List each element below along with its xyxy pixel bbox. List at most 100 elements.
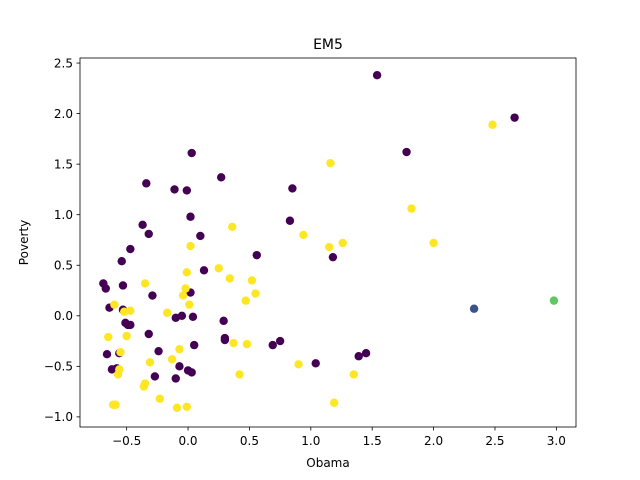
scatter-point bbox=[268, 340, 277, 350]
scatter-point bbox=[181, 284, 190, 293]
scatter-point bbox=[216, 173, 226, 182]
scatter-point bbox=[126, 320, 135, 330]
scatter-point bbox=[144, 229, 153, 239]
scatter-point bbox=[142, 179, 151, 188]
scatter-point bbox=[116, 347, 125, 357]
scatter-point bbox=[294, 360, 303, 369]
y-tick-label: −0.5 bbox=[44, 360, 73, 374]
scatter-point bbox=[118, 281, 128, 290]
scatter-point bbox=[326, 158, 335, 168]
scatter-point bbox=[407, 204, 416, 213]
scatter-point bbox=[175, 344, 184, 354]
scatter-point bbox=[325, 242, 334, 252]
y-tick-label: 0.0 bbox=[54, 309, 73, 323]
plot-frame bbox=[79, 57, 577, 428]
scatter-point bbox=[102, 350, 112, 359]
x-tick-label: 1.0 bbox=[301, 434, 320, 448]
scatter-point bbox=[285, 216, 295, 225]
y-tick-label: 1.0 bbox=[54, 208, 73, 222]
scatter-point bbox=[252, 250, 261, 260]
scatter-point bbox=[372, 70, 382, 80]
scatter-point bbox=[111, 400, 120, 409]
scatter-point bbox=[469, 304, 479, 313]
scatter-point bbox=[171, 374, 180, 383]
scatter-point bbox=[155, 394, 164, 403]
scatter-point bbox=[140, 379, 150, 388]
scatter-point bbox=[488, 120, 497, 129]
scatter-point bbox=[115, 365, 124, 374]
y-axis: −1.0 −0.5 0.0 0.5 1.0 1.5 2.0 2.5 bbox=[44, 56, 80, 424]
scatter-point bbox=[225, 274, 234, 283]
scatter-point bbox=[154, 346, 163, 356]
points-layer bbox=[99, 70, 559, 412]
y-tick-label: 2.0 bbox=[54, 107, 73, 121]
scatter-point bbox=[170, 185, 179, 194]
x-tick-label: 2.5 bbox=[485, 434, 504, 448]
scatter-point bbox=[299, 230, 308, 240]
scatter-point bbox=[182, 186, 192, 195]
scatter-point bbox=[140, 279, 150, 288]
scatter-point bbox=[104, 332, 113, 342]
scatter-point bbox=[328, 252, 338, 262]
chart-title: EM5 bbox=[313, 37, 343, 53]
scatter-point bbox=[167, 355, 177, 364]
scatter-point bbox=[177, 311, 187, 320]
scatter-point bbox=[172, 403, 182, 412]
scatter-point bbox=[117, 257, 126, 266]
scatter-point bbox=[126, 244, 135, 254]
scatter-point bbox=[185, 300, 194, 309]
scatter-point bbox=[145, 358, 155, 367]
x-tick-label: 2.0 bbox=[424, 434, 443, 448]
scatter-point bbox=[229, 338, 238, 348]
scatter-point bbox=[196, 231, 205, 241]
scatter-point bbox=[288, 184, 297, 193]
scatter-point bbox=[187, 368, 196, 377]
scatter-point bbox=[228, 222, 237, 232]
y-tick-label: −1.0 bbox=[44, 410, 73, 424]
x-axis-label: Obama bbox=[306, 456, 349, 470]
x-tick-label: 0.0 bbox=[178, 434, 197, 448]
scatter-point bbox=[235, 370, 244, 379]
scatter-point bbox=[361, 349, 371, 358]
scatter-point bbox=[182, 402, 192, 411]
x-tick-label: 3.0 bbox=[547, 434, 566, 448]
scatter-point bbox=[148, 291, 157, 300]
scatter-point bbox=[186, 241, 195, 251]
scatter-point bbox=[510, 113, 519, 122]
scatter-point bbox=[182, 268, 192, 277]
scatter-point bbox=[311, 359, 320, 368]
scatter-point bbox=[162, 308, 172, 317]
x-tick-label: −0.5 bbox=[112, 434, 141, 448]
scatter-point bbox=[329, 398, 339, 407]
scatter-point bbox=[189, 340, 199, 350]
scatter-point bbox=[187, 148, 196, 158]
y-tick-label: 0.5 bbox=[54, 258, 73, 272]
scatter-point bbox=[354, 352, 363, 361]
scatter-point bbox=[175, 362, 184, 371]
scatter-point bbox=[251, 289, 260, 298]
scatter-point bbox=[247, 276, 257, 285]
x-tick-label: 0.5 bbox=[240, 434, 259, 448]
scatter-point bbox=[126, 306, 135, 315]
scatter-point bbox=[402, 147, 411, 157]
scatter-point bbox=[214, 264, 223, 273]
scatter-point bbox=[349, 370, 358, 379]
scatter-point bbox=[110, 300, 119, 309]
scatter-point bbox=[101, 284, 110, 293]
scatter-point bbox=[178, 291, 188, 300]
scatter-point bbox=[242, 339, 252, 349]
scatter-point bbox=[549, 296, 559, 305]
scatter-point bbox=[150, 372, 160, 381]
scatter-point bbox=[122, 331, 131, 341]
plot-area bbox=[80, 58, 576, 427]
y-tick-label: 1.5 bbox=[54, 157, 73, 171]
x-tick-label: 1.5 bbox=[363, 434, 382, 448]
scatter-point bbox=[186, 212, 195, 221]
scatter-point bbox=[220, 335, 230, 345]
scatter-point bbox=[138, 220, 147, 230]
x-axis: −0.5 0.0 0.5 1.0 1.5 2.0 2.5 3.0 bbox=[112, 427, 566, 448]
scatter-point bbox=[188, 312, 198, 322]
scatter-point bbox=[275, 336, 285, 346]
scatter-point bbox=[429, 238, 438, 248]
